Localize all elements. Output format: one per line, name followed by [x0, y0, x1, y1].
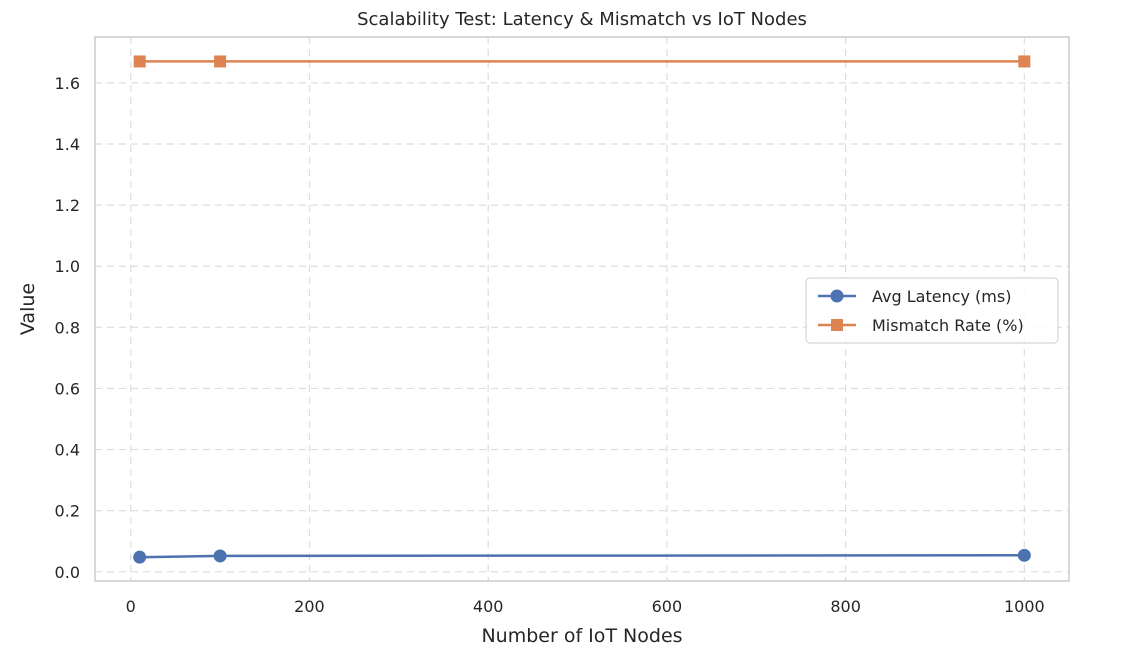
legend-marker: [830, 289, 844, 303]
data-point: [1018, 55, 1031, 68]
y-tick-label: 1.6: [55, 74, 80, 93]
data-point: [133, 550, 147, 564]
y-tick-label: 0.8: [55, 318, 80, 337]
data-point: [133, 55, 146, 68]
y-tick-label: 0.6: [55, 379, 80, 398]
x-axis-label: Number of IoT Nodes: [481, 625, 682, 647]
data-point: [214, 55, 227, 68]
series-1: [133, 55, 1031, 68]
x-tick-label: 0: [126, 597, 136, 616]
x-tick-label: 200: [294, 597, 325, 616]
legend-item: Avg Latency (ms): [818, 287, 1011, 306]
plot-frame: [94, 36, 1070, 582]
series: [133, 55, 1031, 564]
y-tick-label: 1.2: [55, 196, 80, 215]
legend-marker: [831, 319, 843, 331]
y-axis-label: Value: [17, 283, 39, 335]
x-tick-label: 600: [652, 597, 683, 616]
x-tick-label: 800: [830, 597, 861, 616]
data-point: [213, 549, 227, 563]
chart-title: Scalability Test: Latency & Mismatch vs …: [357, 9, 807, 30]
legend-item: Mismatch Rate (%): [818, 316, 1024, 335]
y-tick-label: 1.4: [55, 135, 80, 154]
y-tick-label: 0.2: [55, 502, 80, 521]
y-tick-label: 0.0: [55, 563, 80, 582]
x-tick-label: 400: [473, 597, 504, 616]
y-tick-label: 1.0: [55, 257, 80, 276]
data-point: [1017, 548, 1031, 562]
legend-box: [805, 277, 1059, 344]
y-tick-label: 0.4: [55, 441, 80, 460]
series-0: [133, 548, 1031, 564]
grid: [95, 37, 1069, 581]
x-tick-label: 1000: [1004, 597, 1045, 616]
legend-label: Mismatch Rate (%): [872, 316, 1024, 335]
series-line: [139, 554, 1025, 559]
tick-labels: 0 200 400 600 800 1000 0.0 0.2 0.4 0.6 0.8 1.0 1.2 1.…: [55, 74, 1045, 616]
legend: Avg Latency (ms) Mismatch Rate (%): [805, 277, 1059, 344]
legend-label: Avg Latency (ms): [872, 287, 1011, 306]
